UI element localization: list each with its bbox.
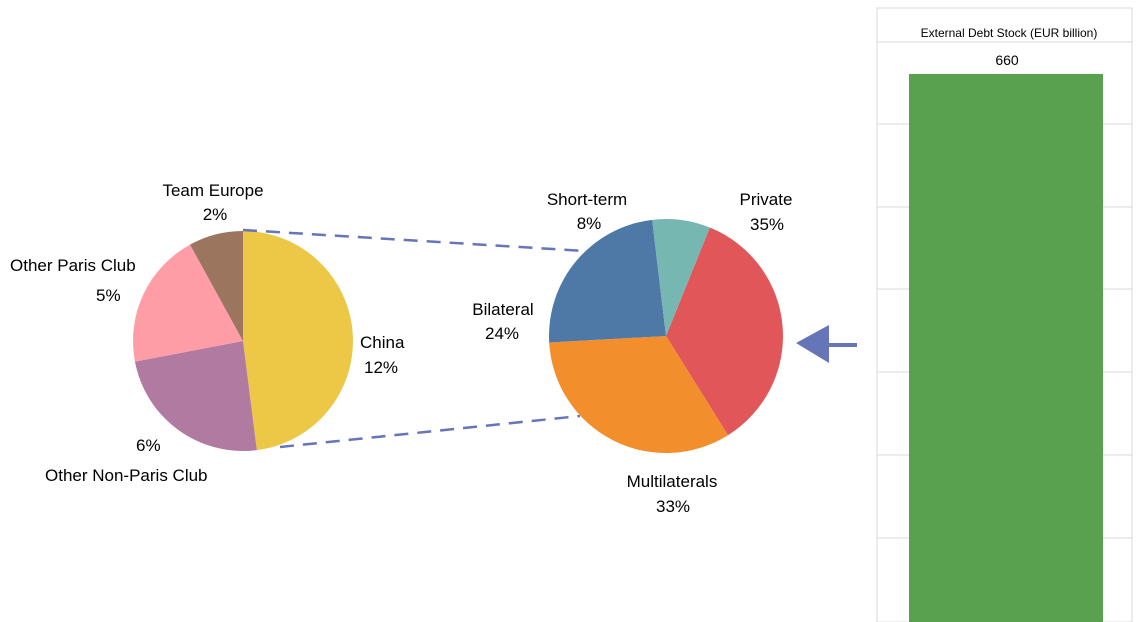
slice-china: [243, 231, 353, 451]
bar-value-label: 660: [995, 52, 1019, 68]
pct-bilateral: 24%: [485, 324, 519, 343]
label-bilateral: Bilateral: [472, 300, 533, 319]
pct-other-non-paris-club: 6%: [136, 436, 161, 455]
label-team-europe: Team Europe: [162, 181, 263, 200]
label-other-paris-club: Other Paris Club: [10, 256, 136, 275]
bar-chart-title: External Debt Stock (EUR billion): [921, 26, 1098, 40]
left-arrow-icon: [796, 325, 857, 363]
pct-other-paris-club: 5%: [96, 286, 121, 305]
bilateral-breakdown-pie: [133, 231, 353, 451]
bilateral-breakdown-labels: Team Europe 2% Other Paris Club 5% China…: [10, 181, 405, 485]
pct-china: 12%: [364, 358, 398, 377]
pct-team-europe: 2%: [203, 205, 228, 224]
label-china: China: [360, 333, 405, 352]
slice-short-term: [652, 218, 710, 336]
label-other-non-paris-club: Other Non-Paris Club: [45, 466, 208, 485]
external-debt-bar-chart: External Debt Stock (EUR billion) 660: [876, 7, 1133, 622]
pct-multilaterals: 33%: [656, 497, 690, 516]
slice-other-non-paris-club: [134, 341, 257, 451]
connector-bottom: [279, 414, 581, 449]
slice-other-paris-club: [133, 244, 243, 362]
slice-private: [666, 227, 783, 436]
label-private: Private: [740, 190, 793, 209]
creditor-composition-pie: [548, 218, 783, 453]
slice-bilateral: [548, 219, 666, 343]
pct-short-term: 8%: [577, 214, 602, 233]
label-multilaterals: Multilaterals: [627, 472, 718, 491]
slice-team-europe: [190, 231, 243, 341]
label-short-term: Short-term: [547, 190, 627, 209]
slice-multilaterals: [549, 336, 728, 453]
debt-stock-bar: [909, 74, 1103, 622]
connector-top: [242, 228, 586, 253]
creditor-composition-labels: Short-term 8% Private 35% Bilateral 24% …: [472, 190, 792, 516]
pct-private: 35%: [750, 215, 784, 234]
